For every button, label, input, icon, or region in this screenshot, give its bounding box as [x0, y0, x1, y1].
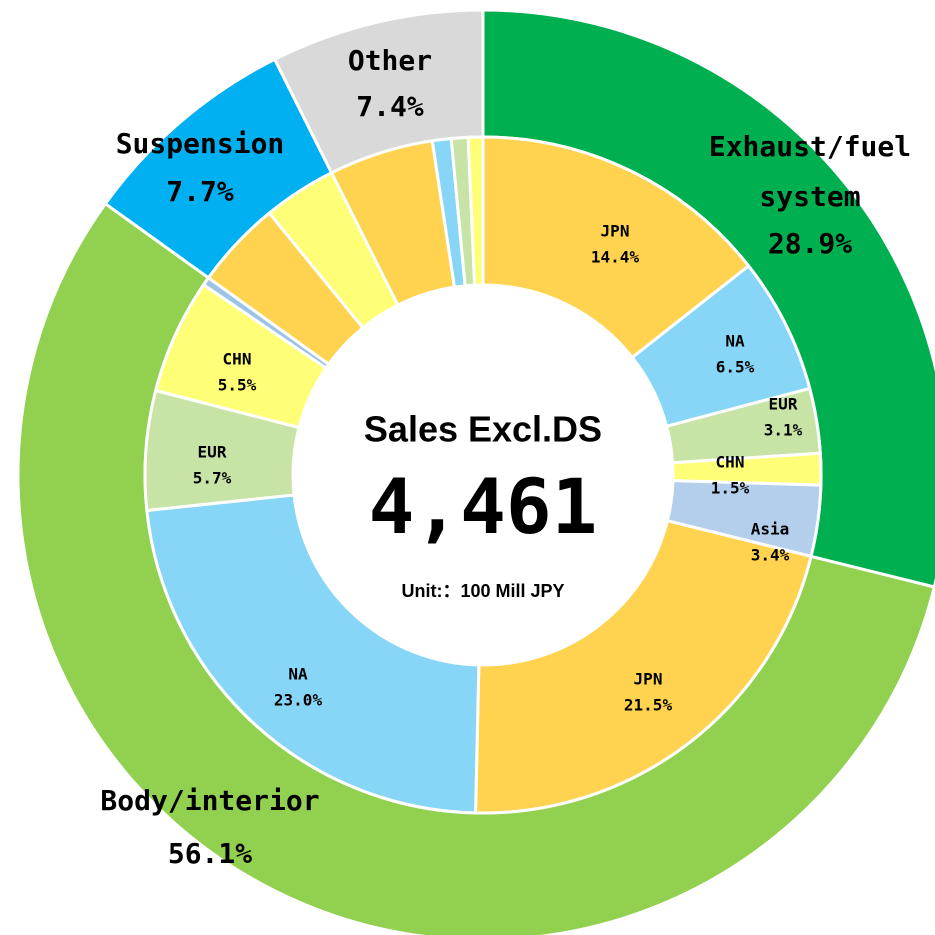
inner-value-label: 23.0% — [274, 691, 323, 710]
inner-label: EUR — [198, 443, 227, 462]
center-total: 4,461 — [369, 462, 598, 551]
inner-label: NA — [725, 332, 745, 351]
labels: Exhaust/fuel system 28.9% Body/interior 56.1… — [100, 44, 911, 870]
inner-value-label: 6.5% — [716, 358, 755, 377]
outer-label: Exhaust/fuel system — [709, 130, 911, 213]
inner-value-label: 21.5% — [624, 696, 673, 715]
inner-label: Asia — [751, 520, 790, 539]
outer-label: Other — [348, 44, 432, 77]
inner-label: JPN — [601, 222, 630, 241]
center-unit: Unit:：100 Mill JPY — [401, 581, 564, 601]
inner-value-label: 5.7% — [193, 469, 232, 488]
label-line: system — [759, 180, 860, 213]
center-hole — [293, 285, 673, 665]
inner-label: EUR — [769, 395, 798, 414]
outer-value-label: 28.9% — [768, 227, 852, 260]
label-line: Exhaust/fuel — [709, 130, 911, 163]
inner-label: CHN — [716, 453, 745, 472]
outer-label: Suspension — [116, 127, 285, 160]
outer-value-label: 56.1% — [168, 837, 252, 870]
inner-value-label: 3.1% — [764, 421, 803, 440]
inner-value-label: 14.4% — [591, 248, 640, 267]
outer-value-label: 7.4% — [356, 90, 424, 123]
inner-label: JPN — [634, 670, 663, 689]
rings — [16, 8, 935, 935]
outer-label: Body/interior — [100, 784, 319, 817]
inner-label: CHN — [223, 350, 252, 369]
inner-value-label: 1.5% — [711, 479, 750, 498]
outer-value-label: 7.7% — [166, 175, 234, 208]
center-title: Sales Excl.DS — [364, 409, 602, 450]
inner-label: NA — [288, 665, 308, 684]
inner-value-label: 5.5% — [218, 376, 257, 395]
inner-value-label: 3.4% — [751, 546, 790, 565]
